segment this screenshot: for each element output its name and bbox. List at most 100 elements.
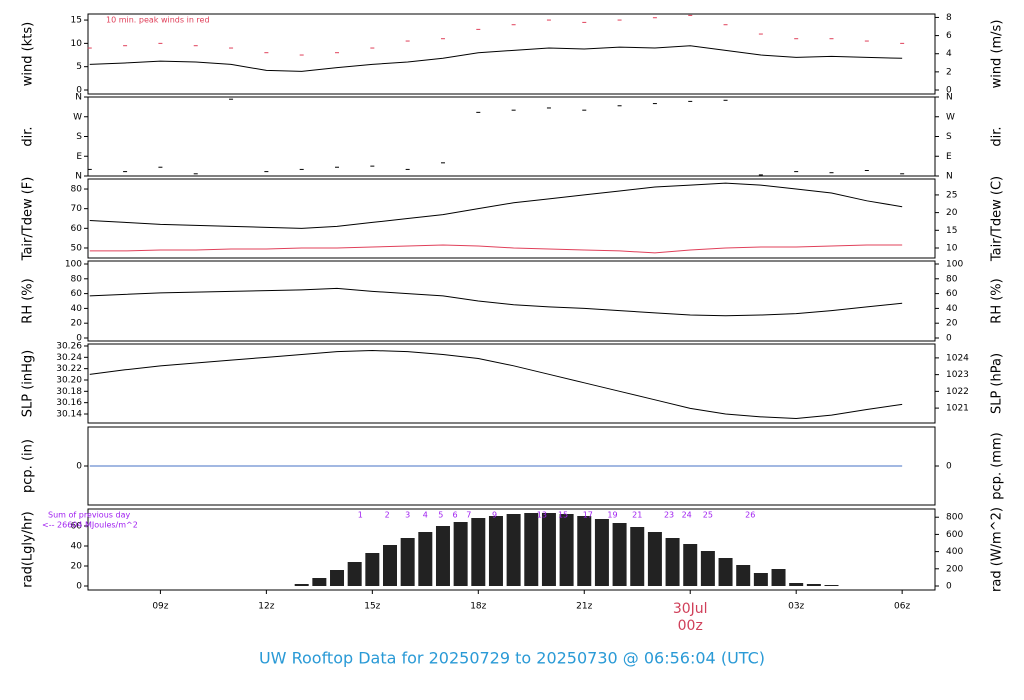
panel-frame — [87, 13, 936, 95]
y-axis-label: dir. — [21, 126, 36, 146]
hour-label: 26 — [745, 511, 755, 520]
date-marker: 30Jul — [673, 601, 708, 617]
annotation: Sum of previous day — [48, 511, 130, 520]
y-tick-label: 30.14 — [56, 409, 82, 419]
y2-tick-label: 25 — [946, 190, 957, 200]
y-tick-label: 0 — [76, 85, 82, 95]
y-tick-label: 20 — [71, 562, 83, 572]
y2-tick-label: 20 — [946, 208, 958, 218]
hour-label: 7 — [466, 511, 471, 520]
panel-frame — [87, 178, 936, 259]
panel-frame — [87, 96, 936, 177]
y2-tick-label: 1022 — [946, 387, 969, 397]
x-tick-label: 09z — [152, 602, 168, 612]
data-bar — [506, 514, 521, 586]
data-bar — [824, 585, 839, 586]
y-tick-label: 30.18 — [56, 387, 82, 397]
y2-axis-label: pcp. (mm) — [990, 432, 1005, 499]
y-tick-label: 70 — [71, 204, 83, 214]
y-tick-label: 10 — [71, 39, 83, 49]
y-tick-label: E — [76, 152, 82, 162]
y2-tick-label: 100 — [946, 259, 963, 269]
data-bar — [382, 545, 397, 586]
x-tick-label: 03z — [788, 602, 804, 612]
y2-tick-label: N — [946, 172, 953, 182]
data-line — [89, 350, 903, 420]
y-tick-label: 60 — [71, 522, 83, 532]
x-tick-label: 12z — [258, 602, 274, 612]
hour-label: 24 — [682, 511, 692, 520]
data-bar — [488, 516, 503, 586]
data-line — [89, 45, 903, 72]
y2-axis-label: dir. — [990, 126, 1005, 146]
y2-tick-label: 1023 — [946, 370, 969, 380]
y2-tick-label: 0 — [946, 334, 952, 344]
data-bar — [683, 544, 698, 586]
y2-tick-label: 0 — [946, 462, 952, 472]
hour-label: 5 — [438, 511, 443, 520]
y-tick-label: S — [76, 132, 82, 142]
y2-axis-label: wind (m/s) — [990, 20, 1005, 89]
hour-label: 15 — [558, 511, 568, 520]
hour-label: 4 — [423, 511, 428, 520]
panel-frame — [87, 343, 936, 424]
y-axis-label: pcp. (in) — [21, 439, 36, 493]
data-bar — [612, 523, 627, 586]
y-axis-label: SLP (inHg) — [21, 350, 36, 418]
y2-tick-label: 20 — [946, 319, 958, 329]
y-axis-label: Tair/Tdew (F) — [21, 177, 36, 262]
x-tick-label: 21z — [576, 602, 592, 612]
y-tick-label: 80 — [71, 185, 83, 195]
y2-tick-label: 60 — [946, 289, 958, 299]
y-tick-label: 30.22 — [56, 364, 82, 374]
hour-label: 23 — [664, 511, 674, 520]
data-bar — [524, 513, 539, 586]
y2-tick-label: 400 — [946, 547, 963, 557]
data-bar — [471, 518, 486, 586]
y-tick-label: N — [75, 172, 82, 182]
data-bar — [294, 584, 309, 586]
data-line — [89, 244, 903, 254]
y2-tick-label: 0 — [946, 582, 952, 592]
hour-label: 19 — [607, 511, 617, 520]
y-tick-label: 30.16 — [56, 398, 82, 408]
data-bar — [718, 558, 733, 586]
y2-tick-label: 800 — [946, 513, 963, 523]
y-tick-label: 0 — [76, 582, 82, 592]
x-tick-label: 00z — [678, 618, 703, 634]
data-bar — [647, 532, 662, 586]
y-tick-label: 60 — [71, 289, 83, 299]
data-bar — [347, 562, 362, 586]
y-tick-label: 0 — [76, 462, 82, 472]
y2-tick-label: 40 — [946, 304, 958, 314]
y-tick-label: 40 — [71, 304, 83, 314]
hour-label: 13 — [537, 511, 547, 520]
data-bar — [435, 526, 450, 586]
data-bar — [736, 565, 751, 586]
data-bar — [577, 516, 592, 586]
hour-label: 25 — [703, 511, 713, 520]
y-tick-label: 30.20 — [56, 375, 82, 385]
data-bar — [753, 573, 768, 586]
y-axis-label: wind (kts) — [21, 22, 36, 86]
y2-tick-label: 1024 — [946, 353, 969, 363]
hour-label: 2 — [385, 511, 390, 520]
page-title: UW Rooftop Data for 20250729 to 20250730… — [259, 649, 765, 668]
y-tick-label: N — [75, 93, 82, 103]
y-tick-label: 30.26 — [56, 341, 82, 351]
y2-tick-label: 200 — [946, 564, 963, 574]
y2-tick-label: 8 — [946, 13, 952, 23]
y-tick-label: 5 — [76, 62, 82, 72]
y2-tick-label: 10 — [946, 243, 958, 253]
y-tick-label: 50 — [71, 243, 83, 253]
hour-label: 3 — [405, 511, 410, 520]
data-bar — [771, 569, 786, 586]
y-tick-label: W — [73, 112, 82, 122]
y2-tick-label: 1021 — [946, 404, 969, 414]
x-tick-label: 06z — [894, 602, 910, 612]
y-tick-label: 100 — [65, 259, 82, 269]
y-tick-label: 80 — [71, 274, 83, 284]
data-bar — [789, 583, 804, 586]
annotation: <-- 26604 MJoules/m^2 — [42, 521, 138, 530]
